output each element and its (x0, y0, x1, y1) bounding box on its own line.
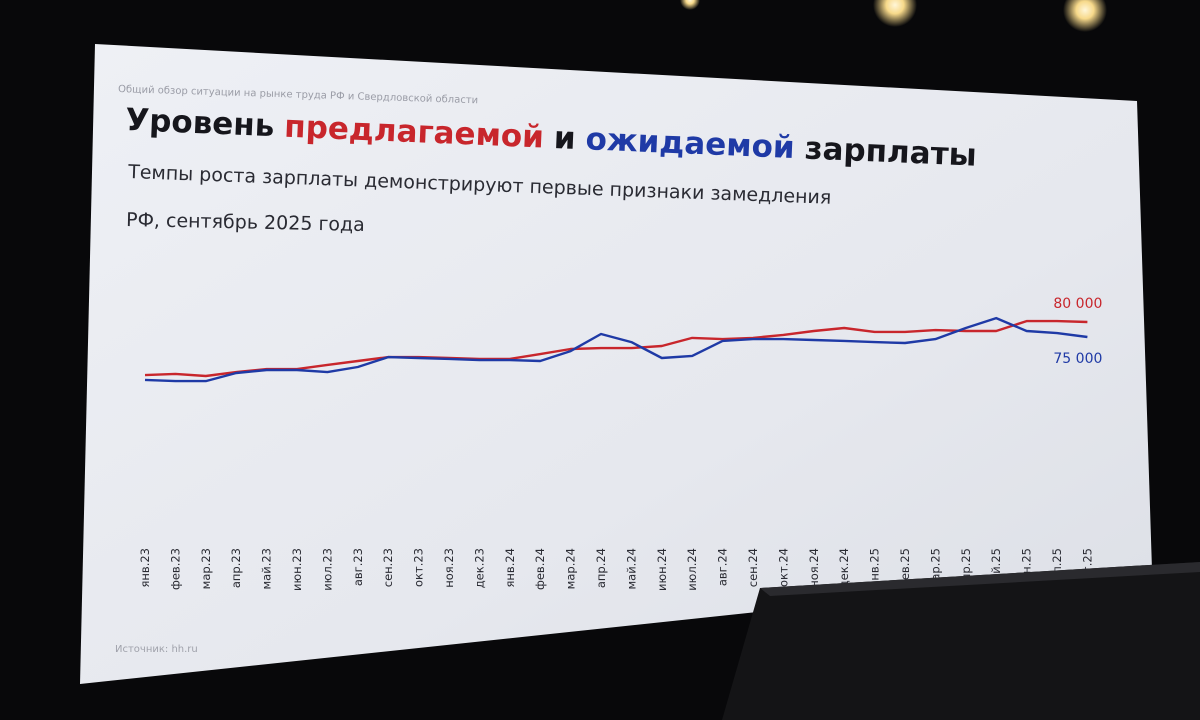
subtitle-2: РФ, сентябрь 2025 года (126, 209, 365, 236)
x-tick-label: авг.24 (716, 548, 730, 586)
x-tick-label: окт.24 (776, 548, 790, 587)
title-part: и (553, 120, 576, 157)
x-tick-label: июл.23 (320, 548, 334, 591)
x-tick-label: сен.24 (746, 548, 760, 587)
stage-light (1063, 0, 1107, 32)
x-tick-label: дек.24 (837, 548, 851, 588)
title-part: Уровень (125, 102, 275, 144)
x-tick-label: фев.24 (533, 548, 547, 590)
x-tick-label: май.24 (624, 548, 638, 590)
screen (80, 44, 1152, 684)
x-tick-label: янв.24 (503, 548, 517, 588)
laptop-edge (760, 562, 1200, 596)
line (144, 316, 1088, 383)
stage-light (680, 0, 700, 10)
line (144, 319, 1088, 378)
plot: янв.23 фев.23 мар.23 апр.23 май.23 июн.23 июл.… (138, 296, 1102, 591)
value-label: 75 000 (1053, 351, 1102, 367)
x-tick-label: мар.23 (199, 548, 213, 589)
source: Источник: hh.ru (115, 644, 198, 655)
x-tick-label: фев.23 (168, 548, 182, 590)
value-label: 80 000 (1053, 296, 1102, 312)
x-tick-label: май.23 (260, 548, 274, 590)
x-tick-label: июн.24 (655, 548, 669, 591)
x-tick-label: апр.24 (594, 548, 608, 588)
x-tick-label: июл.24 (685, 548, 699, 591)
x-tick-label: янв.25 (868, 548, 882, 588)
x-tick-label: янв.23 (138, 548, 152, 588)
x-tick-label: авг.23 (351, 548, 365, 586)
title-part: зарплаты (804, 130, 978, 173)
x-tick-label: дек.23 (472, 548, 486, 588)
x-tick-label: ноя.23 (442, 548, 456, 588)
x-tick-label: апр.23 (229, 548, 243, 588)
x-tick-label: июн.23 (290, 548, 304, 591)
x-tick-label: окт.23 (412, 548, 426, 587)
stage-light (873, 0, 917, 27)
x-tick-label: ноя.24 (807, 548, 821, 588)
x-tick-label: мар.24 (564, 548, 578, 589)
x-tick-label: сен.23 (381, 548, 395, 587)
laptop (722, 562, 1200, 720)
title-part: ожидаемой (585, 121, 796, 166)
